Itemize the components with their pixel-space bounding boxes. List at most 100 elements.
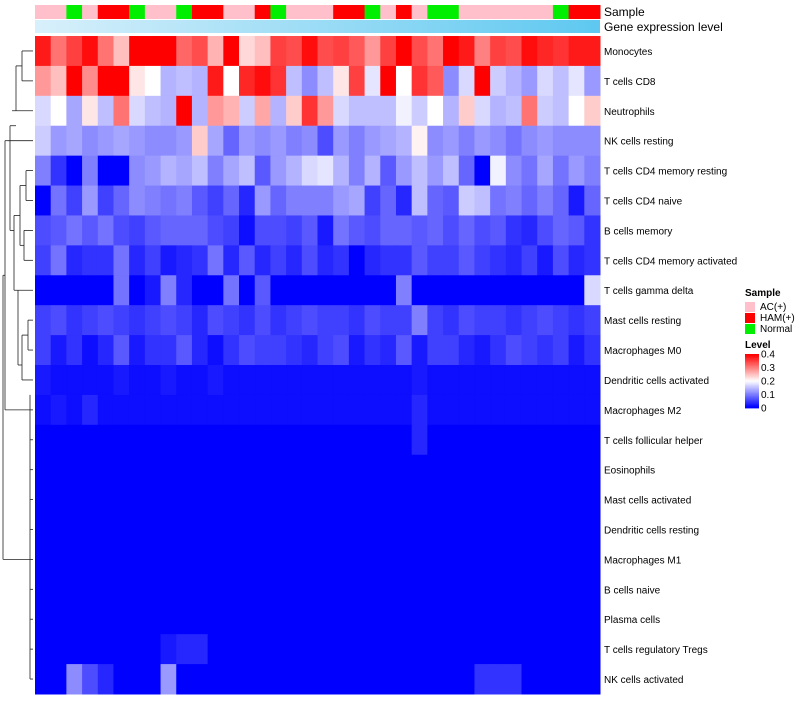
heatmap-cell	[552, 604, 570, 635]
heatmap-cell	[505, 544, 523, 575]
heatmap-cell	[584, 36, 601, 67]
heatmap-cell	[35, 305, 52, 336]
heatmap-cell	[301, 544, 318, 575]
heatmap-cell	[474, 544, 491, 575]
heatmap-cell	[144, 544, 162, 575]
heatmap-cell	[348, 185, 366, 216]
heatmap-cell	[97, 275, 114, 306]
heatmap-cell	[537, 125, 554, 157]
heatmap-cell	[113, 544, 130, 575]
heatmap-cell	[66, 514, 83, 545]
legend-level-gradient-step	[745, 399, 759, 402]
heatmap-cell	[584, 215, 601, 246]
heatmap-cell	[552, 305, 570, 336]
heatmap-cell	[411, 394, 428, 426]
heatmap-cell	[223, 65, 240, 97]
heatmap-cell	[395, 305, 413, 336]
heatmap-cell	[191, 245, 209, 276]
heatmap-cell	[66, 155, 83, 187]
heatmap-cell	[505, 514, 523, 545]
legend-level-gradient-step	[745, 390, 759, 393]
heatmap-cell	[286, 245, 303, 276]
heatmap-cell	[333, 305, 350, 336]
heatmap-cell	[427, 215, 444, 246]
heatmap-cell	[97, 365, 114, 396]
heatmap-cell	[584, 424, 601, 456]
heatmap-cell	[427, 454, 444, 486]
heatmap-cell	[474, 454, 491, 486]
heatmap-cell	[395, 424, 413, 456]
heatmap-cell	[568, 305, 585, 336]
heatmap-cell	[552, 215, 570, 246]
heatmap-cell	[584, 484, 601, 516]
expression-level-bar	[35, 20, 600, 33]
heatmap-cell	[270, 514, 287, 545]
heatmap-cell	[82, 215, 99, 246]
heatmap-cell	[490, 544, 507, 575]
heatmap-cell	[348, 305, 366, 336]
heatmap-cell	[160, 424, 177, 456]
heatmap-cell	[443, 65, 460, 97]
heatmap-cell	[505, 125, 523, 157]
heatmap-cell	[270, 365, 287, 396]
heatmap-cell	[176, 305, 193, 336]
heatmap-cell	[380, 275, 397, 306]
heatmap-cell	[35, 275, 52, 306]
heatmap-cell	[348, 454, 366, 486]
heatmap-cell	[380, 335, 397, 366]
heatmap-cell	[364, 574, 381, 605]
heatmap-cell	[552, 454, 570, 486]
heatmap-cell	[364, 275, 381, 306]
heatmap-cell	[254, 275, 271, 306]
heatmap-cell	[521, 424, 538, 456]
heatmap-cell	[129, 424, 146, 456]
heatmap-cell	[66, 484, 83, 516]
heatmap-cell	[286, 305, 303, 336]
heatmap-cell	[364, 484, 381, 516]
heatmap-cell	[129, 185, 146, 216]
heatmap-cell	[144, 604, 162, 635]
heatmap-cell	[97, 574, 114, 605]
heatmap-cell	[176, 634, 193, 665]
heatmap-cell	[207, 365, 224, 396]
heatmap-cell	[427, 574, 444, 605]
heatmap-cell	[270, 484, 287, 516]
heatmap-cell	[521, 185, 538, 216]
heatmap-cell	[458, 335, 475, 366]
heatmap-cell	[191, 36, 209, 67]
legend-level-gradient-step	[745, 367, 759, 370]
heatmap-cell	[490, 275, 507, 306]
heatmap-cell	[50, 664, 67, 695]
heatmap-cell	[348, 155, 366, 187]
heatmap-cell	[584, 125, 601, 157]
sample-annotation-cell	[348, 5, 366, 19]
heatmap-cell	[317, 95, 334, 127]
heatmap-cell	[35, 604, 52, 635]
row-label: Plasma cells	[604, 615, 660, 626]
heatmap-cell	[537, 574, 554, 605]
heatmap-cell	[223, 604, 240, 635]
heatmap-cell	[458, 394, 475, 426]
heatmap-cell	[411, 454, 428, 486]
heatmap-cell	[176, 454, 193, 486]
heatmap-cell	[66, 275, 83, 306]
heatmap-cell	[333, 215, 350, 246]
heatmap-cell	[317, 305, 334, 336]
heatmap-cell	[364, 335, 381, 366]
heatmap-cell	[176, 65, 193, 97]
heatmap-cell	[254, 155, 271, 187]
row-label: T cells CD4 memory activated	[604, 256, 737, 267]
legend-level-gradient-step	[745, 363, 759, 366]
heatmap-cell	[380, 514, 397, 545]
heatmap-cell	[50, 394, 67, 426]
heatmap-cell	[333, 634, 350, 665]
heatmap-cell	[254, 424, 271, 456]
heatmap-cell	[35, 454, 52, 486]
heatmap-cell	[411, 604, 428, 635]
heatmap-cell	[380, 544, 397, 575]
heatmap-cell	[144, 394, 162, 426]
heatmap-cell	[584, 604, 601, 635]
heatmap-cell	[129, 36, 146, 67]
heatmap-cell	[66, 454, 83, 486]
heatmap-cell	[239, 36, 256, 67]
